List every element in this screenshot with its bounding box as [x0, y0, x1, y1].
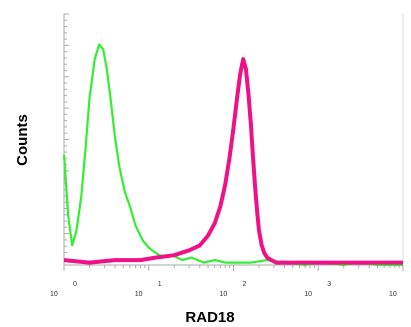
y-tick-marks — [64, 13, 69, 266]
x-tick-marks — [63, 265, 404, 271]
y-axis-label: Counts — [14, 114, 31, 166]
series-line-2 — [63, 57, 403, 265]
x-tick-label-base: 10 — [135, 291, 143, 298]
series-group — [62, 43, 403, 267]
x-tick-label-base: 10 — [220, 291, 228, 298]
x-tick-label-base: 10 — [389, 291, 397, 298]
plot-area: 100101102103104 — [50, 13, 404, 298]
x-axis-label: RAD18 — [185, 309, 234, 326]
x-tick-label-exponent: 2 — [243, 281, 247, 288]
x-tick-label-base: 10 — [50, 291, 58, 298]
x-tick-label-exponent: 1 — [158, 281, 162, 288]
series-line-1 — [62, 43, 403, 267]
x-tick-labels: 100101102103104 — [50, 281, 397, 298]
x-tick-label-base: 10 — [304, 291, 312, 298]
x-tick-label-exponent: 3 — [327, 281, 331, 288]
x-tick-label-exponent: 0 — [73, 281, 77, 288]
